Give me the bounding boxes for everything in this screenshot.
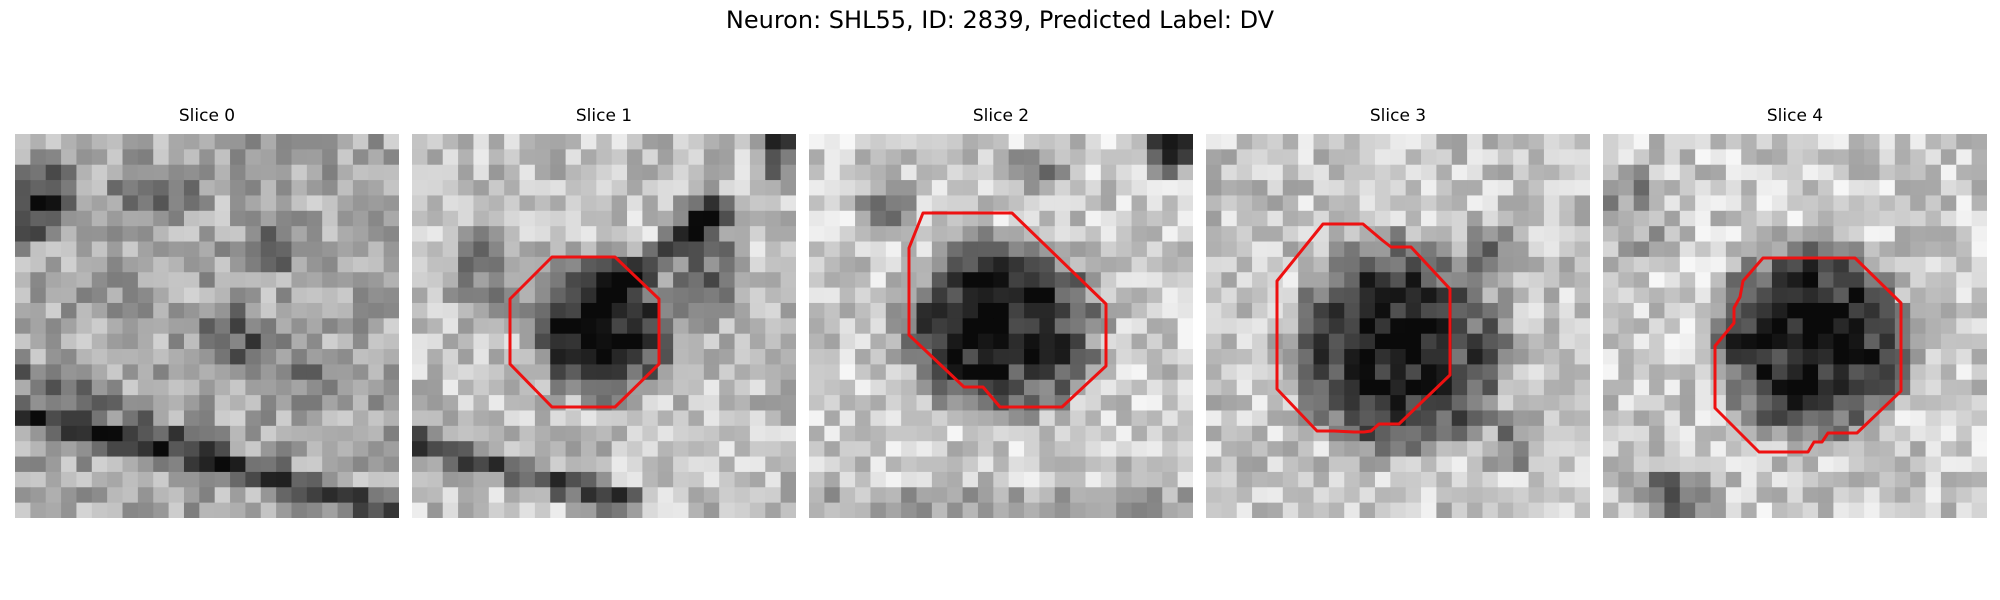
microscopy-image-2 (809, 134, 1193, 518)
slice-image-4 (1603, 134, 1987, 518)
slice-panel-3: Slice 3 (1206, 106, 1590, 518)
slice-panel-1: Slice 1 (412, 106, 796, 518)
microscopy-image-3 (1206, 134, 1590, 518)
slice-image-1 (412, 134, 796, 518)
slice-image-2 (809, 134, 1193, 518)
slice-title-4: Slice 4 (1766, 106, 1824, 126)
slice-title-0: Slice 0 (178, 106, 236, 126)
neuron-contour-4 (1713, 256, 1903, 454)
microscopy-image-0 (15, 134, 399, 518)
neuron-contour-1 (508, 255, 661, 409)
slice-image-3 (1206, 134, 1590, 518)
slice-image-0 (15, 134, 399, 518)
neuron-contour-3 (1275, 222, 1452, 434)
microscopy-image-4 (1603, 134, 1987, 518)
slice-panel-4: Slice 4 (1603, 106, 1987, 518)
slice-title-1: Slice 1 (575, 106, 633, 126)
slice-panel-2: Slice 2 (809, 106, 1193, 518)
microscopy-image-1 (412, 134, 796, 518)
slice-title-2: Slice 2 (972, 106, 1030, 126)
figure-title: Neuron: SHL55, ID: 2839, Predicted Label… (725, 6, 1275, 34)
slice-panel-0: Slice 0 (15, 106, 399, 518)
slice-title-3: Slice 3 (1369, 106, 1427, 126)
neuron-contour-2 (907, 211, 1108, 409)
